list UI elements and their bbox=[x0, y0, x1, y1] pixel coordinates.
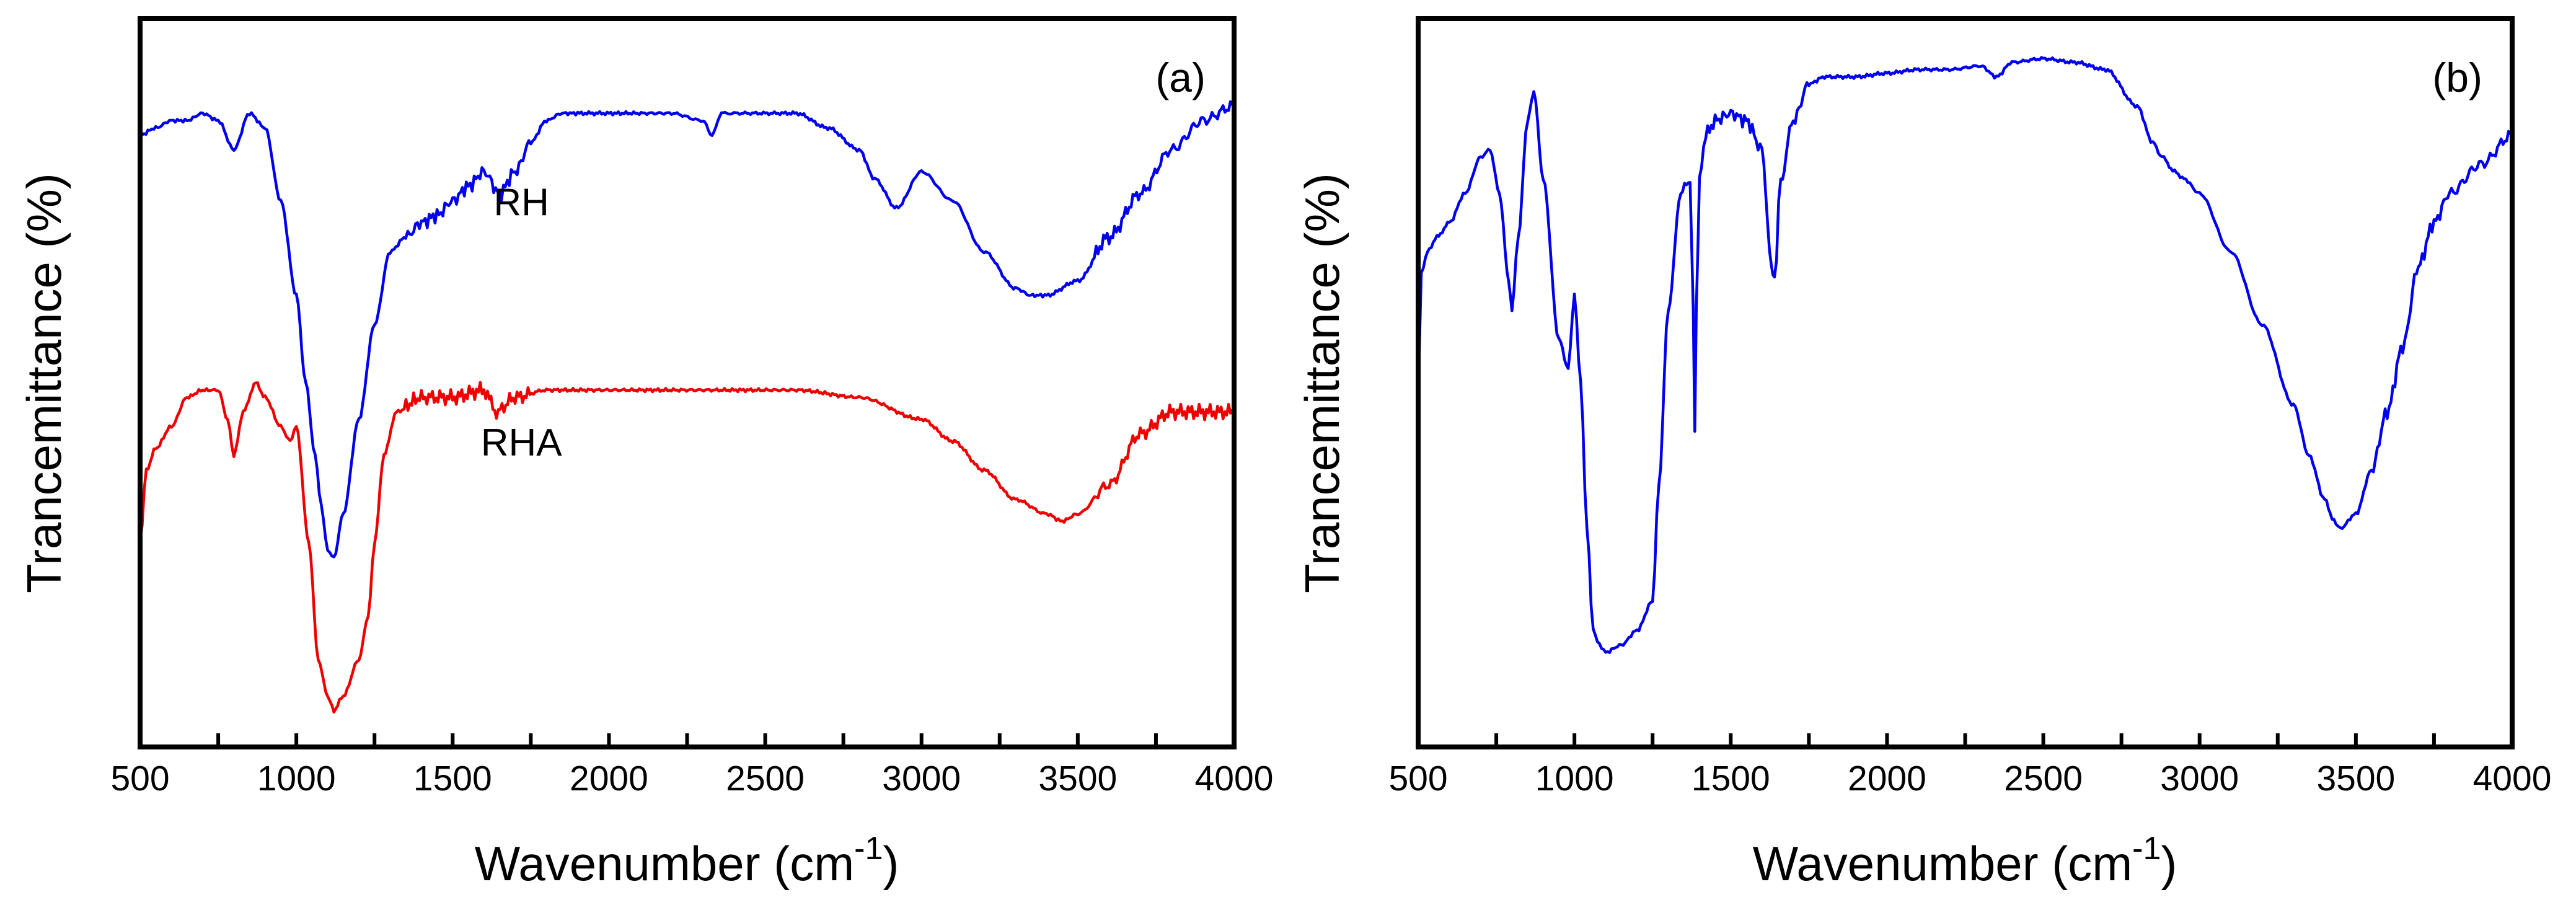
x-axis-title-close: ) bbox=[2161, 836, 2177, 891]
x-axis-title-text: Wavenumber (cm bbox=[475, 836, 855, 891]
x-axis-title-text: Wavenumber (cm bbox=[1753, 836, 2133, 891]
x-tick-label-1000: 1000 bbox=[257, 759, 336, 798]
series-line-panel-1 bbox=[1416, 56, 2514, 654]
panel-a-x-tick-labels: 500 1000 1500 2000 2500 3000 3500 4000 bbox=[110, 759, 1273, 798]
panel-b-x-axis-title: Wavenumber (cm-1) bbox=[1753, 831, 2177, 891]
chart-panel-a: 500 1000 1500 2000 2500 3000 3500 4000 (a) RH R… bbox=[17, 16, 1273, 891]
x-tick-label-500: 500 bbox=[110, 759, 169, 798]
x-tick-label-1500: 1500 bbox=[413, 759, 492, 798]
panel-b-traces bbox=[1416, 56, 2514, 654]
x-tick-label-2000: 2000 bbox=[1848, 759, 1926, 798]
x-tick-label-3000: 3000 bbox=[882, 759, 961, 798]
x-tick-label-3500: 3500 bbox=[1038, 759, 1117, 798]
chart-panel-b: 500 1000 1500 2000 2500 3000 3500 4000 (b) Wave… bbox=[1295, 16, 2551, 891]
x-tick-label-3500: 3500 bbox=[2316, 759, 2395, 798]
x-tick-label-2500: 2500 bbox=[726, 759, 805, 798]
x-tick-label-1000: 1000 bbox=[1535, 759, 1614, 798]
x-axis-title-superscript: -1 bbox=[2132, 831, 2161, 867]
panel-a-y-axis-title: Trancemittance (%) bbox=[17, 173, 71, 593]
series-line-rh bbox=[138, 100, 1236, 559]
panel-b-x-ticks bbox=[1494, 733, 2436, 747]
panel-a-label: (a) bbox=[1155, 55, 1206, 100]
panel-b-label: (b) bbox=[2432, 55, 2482, 100]
series-line-rha bbox=[138, 381, 1236, 714]
x-tick-label-3000: 3000 bbox=[2160, 759, 2239, 798]
x-tick-label-500: 500 bbox=[1388, 759, 1447, 798]
panel-a-traces bbox=[138, 100, 1236, 714]
x-tick-label-2000: 2000 bbox=[570, 759, 648, 798]
panel-a-x-ticks bbox=[216, 733, 1158, 747]
x-tick-label-2500: 2500 bbox=[2004, 759, 2083, 798]
x-axis-title-superscript: -1 bbox=[854, 831, 883, 867]
panel-b-x-tick-labels: 500 1000 1500 2000 2500 3000 3500 4000 bbox=[1388, 759, 2551, 798]
x-tick-label-1500: 1500 bbox=[1692, 759, 1770, 798]
panel-a-x-axis-title: Wavenumber (cm-1) bbox=[475, 831, 899, 891]
x-tick-label-4000: 4000 bbox=[1195, 759, 1274, 798]
x-tick-label-4000: 4000 bbox=[2473, 759, 2552, 798]
series-label-rh: RH bbox=[493, 181, 549, 224]
panel-b-y-axis-title: Trancemittance (%) bbox=[1295, 173, 1349, 593]
x-axis-title-close: ) bbox=[883, 836, 899, 891]
series-label-rha: RHA bbox=[481, 422, 563, 464]
